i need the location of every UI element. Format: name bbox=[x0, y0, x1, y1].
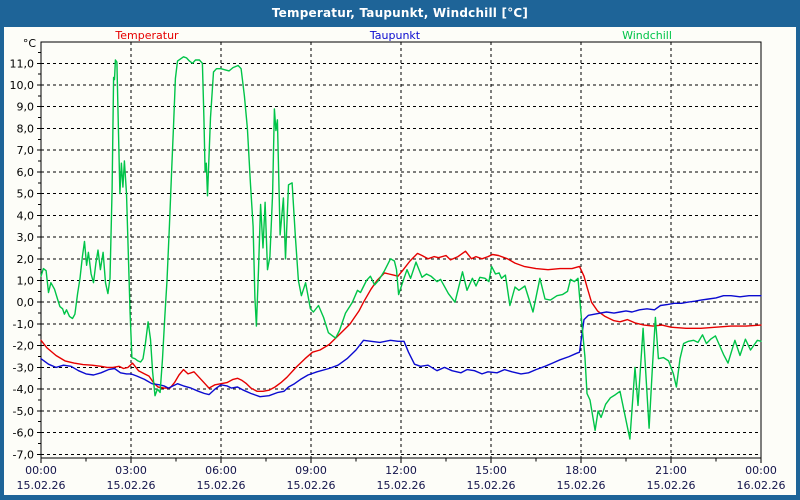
svg-text:4,0: 4,0 bbox=[17, 209, 35, 222]
svg-text:-3,0: -3,0 bbox=[13, 361, 34, 374]
series-windchill bbox=[40, 56, 762, 440]
x-tick-date: 15.02.26 bbox=[377, 479, 426, 492]
svg-text:0,0: 0,0 bbox=[17, 296, 35, 309]
svg-text:10,0: 10,0 bbox=[10, 79, 35, 92]
legend: Temperatur Taupunkt Windchill bbox=[4, 29, 796, 43]
x-tick-time: 18:00 bbox=[565, 464, 597, 477]
x-tick-time: 00:00 bbox=[745, 464, 777, 477]
x-tick-time: 00:00 bbox=[25, 464, 57, 477]
x-axis-labels: 00:00 15.02.26 03:00 15.02.26 06:00 15.02.26 0… bbox=[17, 464, 786, 492]
x-tick-time: 06:00 bbox=[205, 464, 237, 477]
svg-text:-5,0: -5,0 bbox=[13, 405, 34, 418]
x-tick-time: 09:00 bbox=[295, 464, 327, 477]
svg-text:-1,0: -1,0 bbox=[13, 318, 34, 331]
svg-text:5,0: 5,0 bbox=[17, 188, 35, 201]
x-tick-date: 15.02.26 bbox=[647, 479, 696, 492]
svg-text:11,0: 11,0 bbox=[10, 57, 35, 70]
svg-text:-2,0: -2,0 bbox=[13, 340, 34, 353]
chart-area: 11,0 10,0 9,0 8,0 7,0 6,0 5,0 4,0 3,0 2,0 1,0 0,0 -1… bbox=[4, 27, 796, 495]
x-tick-date: 15.02.26 bbox=[287, 479, 336, 492]
plot-svg: 11,0 10,0 9,0 8,0 7,0 6,0 5,0 4,0 3,0 2,0 1,0 0,0 -1… bbox=[10, 37, 786, 492]
x-tick-date: 15.02.26 bbox=[197, 479, 246, 492]
svg-text:-6,0: -6,0 bbox=[13, 427, 34, 440]
x-tick-time: 15:00 bbox=[475, 464, 507, 477]
svg-text:3,0: 3,0 bbox=[17, 231, 35, 244]
svg-text:-4,0: -4,0 bbox=[13, 383, 34, 396]
svg-text:6,0: 6,0 bbox=[17, 166, 35, 179]
y-axis-unit: °C bbox=[23, 37, 37, 50]
svg-text:7,0: 7,0 bbox=[17, 144, 35, 157]
series-taupunkt bbox=[40, 295, 762, 398]
svg-text:2,0: 2,0 bbox=[17, 253, 35, 266]
x-tick-time: 03:00 bbox=[115, 464, 147, 477]
svg-text:9,0: 9,0 bbox=[17, 101, 35, 114]
window-title: Temperatur, Taupunkt, Windchill [°C] bbox=[271, 6, 529, 20]
x-tick-time: 21:00 bbox=[655, 464, 687, 477]
x-tick-date: 15.02.26 bbox=[107, 479, 156, 492]
axis-ticks bbox=[37, 51, 762, 463]
gridlines bbox=[41, 42, 761, 458]
y-axis-labels: 11,0 10,0 9,0 8,0 7,0 6,0 5,0 4,0 3,0 2,0 1,0 0,0 -1… bbox=[10, 57, 35, 461]
x-tick-date: 16.02.26 bbox=[737, 479, 786, 492]
svg-text:-7,0: -7,0 bbox=[13, 448, 34, 461]
title-bar: Temperatur, Taupunkt, Windchill [°C] bbox=[0, 0, 800, 27]
x-tick-date: 15.02.26 bbox=[467, 479, 516, 492]
x-tick-time: 12:00 bbox=[385, 464, 417, 477]
series-temperatur bbox=[40, 250, 762, 392]
x-tick-date: 15.02.26 bbox=[557, 479, 606, 492]
legend-item-temperatur: Temperatur bbox=[115, 29, 179, 42]
legend-item-taupunkt: Taupunkt bbox=[369, 29, 421, 42]
svg-text:8,0: 8,0 bbox=[17, 122, 35, 135]
legend-item-windchill: Windchill bbox=[622, 29, 672, 42]
svg-text:1,0: 1,0 bbox=[17, 275, 35, 288]
x-tick-date: 15.02.26 bbox=[17, 479, 66, 492]
